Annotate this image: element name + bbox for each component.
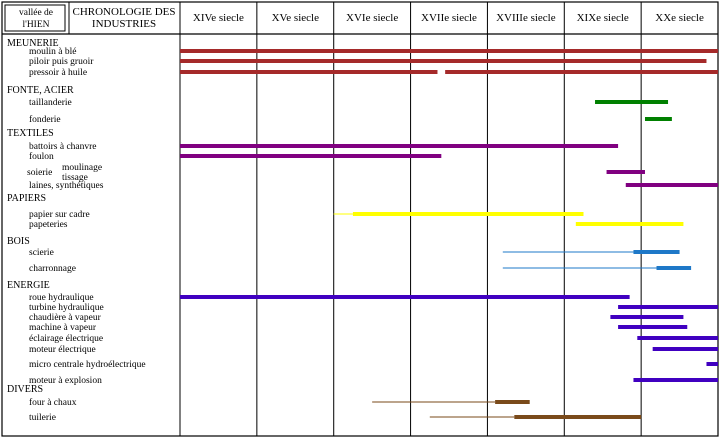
item-label: pressoir à huile	[29, 68, 87, 78]
timeline-bar	[514, 415, 642, 419]
timeline-bar	[652, 347, 718, 351]
timeline-bar	[180, 295, 630, 299]
item-label: foulon	[29, 151, 54, 162]
century-label: XIVe siecle	[193, 12, 244, 24]
timeline-bar	[625, 183, 718, 187]
timeline-bar	[180, 59, 707, 63]
timeline-bar	[445, 70, 718, 74]
timeline-bar	[656, 266, 692, 270]
item-label: machine à vapeur	[29, 323, 97, 333]
item-label: papier sur cadre	[29, 210, 90, 220]
timeline-bar	[180, 49, 718, 53]
century-label: XVe siecle	[272, 12, 319, 24]
category-label: ENERGIE	[7, 280, 50, 291]
timeline-bar	[180, 144, 619, 148]
timeline-bar	[618, 325, 688, 329]
category-label: BOIS	[7, 236, 30, 247]
timeline-bar	[610, 315, 684, 319]
century-label: XIXe siecle	[577, 12, 629, 24]
item-label: chaudière à vapeur	[29, 313, 102, 323]
item-label: battoirs à chanvre	[29, 142, 97, 152]
item-label: taillanderie	[29, 98, 72, 108]
item-label: fonderie	[29, 114, 61, 125]
item-label: turbine hydraulique	[29, 303, 104, 313]
item-label: micro centrale hydroélectrique	[29, 360, 146, 370]
category-label: DIVERS	[7, 384, 43, 395]
timeline-bar	[633, 250, 680, 254]
item-label: piloir puis gruoir	[29, 57, 94, 67]
item-label: charronnage	[29, 264, 76, 274]
item-label: tuilerie	[29, 413, 56, 423]
timeline-bar	[706, 362, 718, 366]
item-label: roue hydraulique	[29, 293, 94, 303]
century-label: XVIIIe siecle	[496, 12, 556, 24]
item-label: papeteries	[29, 220, 68, 230]
timeline-bar	[644, 117, 672, 121]
item-label: éclairage électrique	[29, 334, 103, 344]
timeline-bar	[575, 222, 684, 226]
item-label: scierie	[29, 248, 54, 258]
title-line1: CHRONOLOGIE DES	[73, 6, 176, 18]
century-columns: XIVe siecle XVe siecle XVIe siecle XVIIe si…	[193, 2, 704, 436]
category-label: TEXTILES	[7, 128, 54, 139]
century-label: XXe siecle	[655, 12, 704, 24]
timeline-bar	[633, 378, 718, 382]
chart-title: CHRONOLOGIE DES INDUSTRIES	[73, 6, 176, 30]
item-label: moteur à explosion	[29, 376, 102, 386]
category-label: MEUNERIE	[7, 38, 59, 49]
century-label: XVIIe siecle	[421, 12, 477, 24]
item-label: four à chaux	[29, 397, 77, 408]
item-label: soierie	[27, 168, 52, 178]
item-label: moulin à blé	[29, 47, 77, 57]
item-sublabel: moulinage	[62, 163, 102, 173]
title-line2: INDUSTRIES	[92, 18, 156, 30]
category-label: FONTE, ACIER	[7, 85, 74, 96]
timeline-bar	[606, 170, 645, 174]
item-sublabel: tissage	[62, 173, 88, 183]
item-label: moteur électrique	[29, 345, 96, 355]
item-label: laines, synthétiques	[29, 181, 104, 191]
century-label: XVIe siecle	[346, 12, 398, 24]
timeline-bar	[595, 100, 669, 104]
timeline-bar	[495, 400, 530, 404]
timeline-bars	[180, 49, 718, 419]
timeline-bar	[637, 336, 718, 340]
corner-line2: l'HIEN	[22, 20, 49, 30]
category-label: PAPIERS	[7, 193, 46, 204]
timeline-bar	[180, 154, 442, 158]
corner-box: vallée de l'HIEN	[4, 4, 66, 32]
timeline-bar	[180, 70, 438, 74]
corner-line1: vallée de	[19, 8, 53, 18]
timeline-bar	[352, 212, 584, 216]
timeline-bar	[618, 305, 718, 309]
